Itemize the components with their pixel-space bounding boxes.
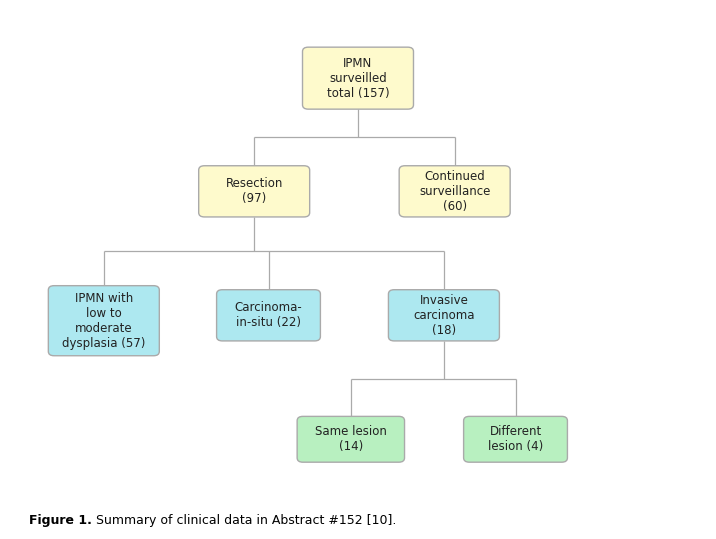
Text: IPMN
surveilled
total (157): IPMN surveilled total (157): [326, 57, 390, 100]
Text: IPMN with
low to
moderate
dysplasia (57): IPMN with low to moderate dysplasia (57): [62, 292, 145, 350]
Text: Continued
surveillance
(60): Continued surveillance (60): [419, 170, 490, 213]
Text: Carcinoma-
in-situ (22): Carcinoma- in-situ (22): [235, 301, 302, 329]
FancyBboxPatch shape: [297, 416, 405, 462]
FancyBboxPatch shape: [198, 166, 310, 217]
FancyBboxPatch shape: [464, 416, 567, 462]
Text: Figure 1.: Figure 1.: [29, 514, 92, 527]
FancyBboxPatch shape: [48, 286, 159, 356]
Text: Resection
(97): Resection (97): [226, 177, 283, 205]
Text: Different
lesion (4): Different lesion (4): [488, 425, 543, 453]
FancyBboxPatch shape: [216, 290, 321, 341]
FancyBboxPatch shape: [388, 290, 500, 341]
FancyBboxPatch shape: [302, 47, 414, 109]
FancyBboxPatch shape: [400, 166, 510, 217]
Text: Summary of clinical data in Abstract #152 [10].: Summary of clinical data in Abstract #15…: [92, 514, 396, 527]
Text: Invasive
carcinoma
(18): Invasive carcinoma (18): [413, 294, 475, 337]
Text: Same lesion
(14): Same lesion (14): [315, 425, 387, 453]
